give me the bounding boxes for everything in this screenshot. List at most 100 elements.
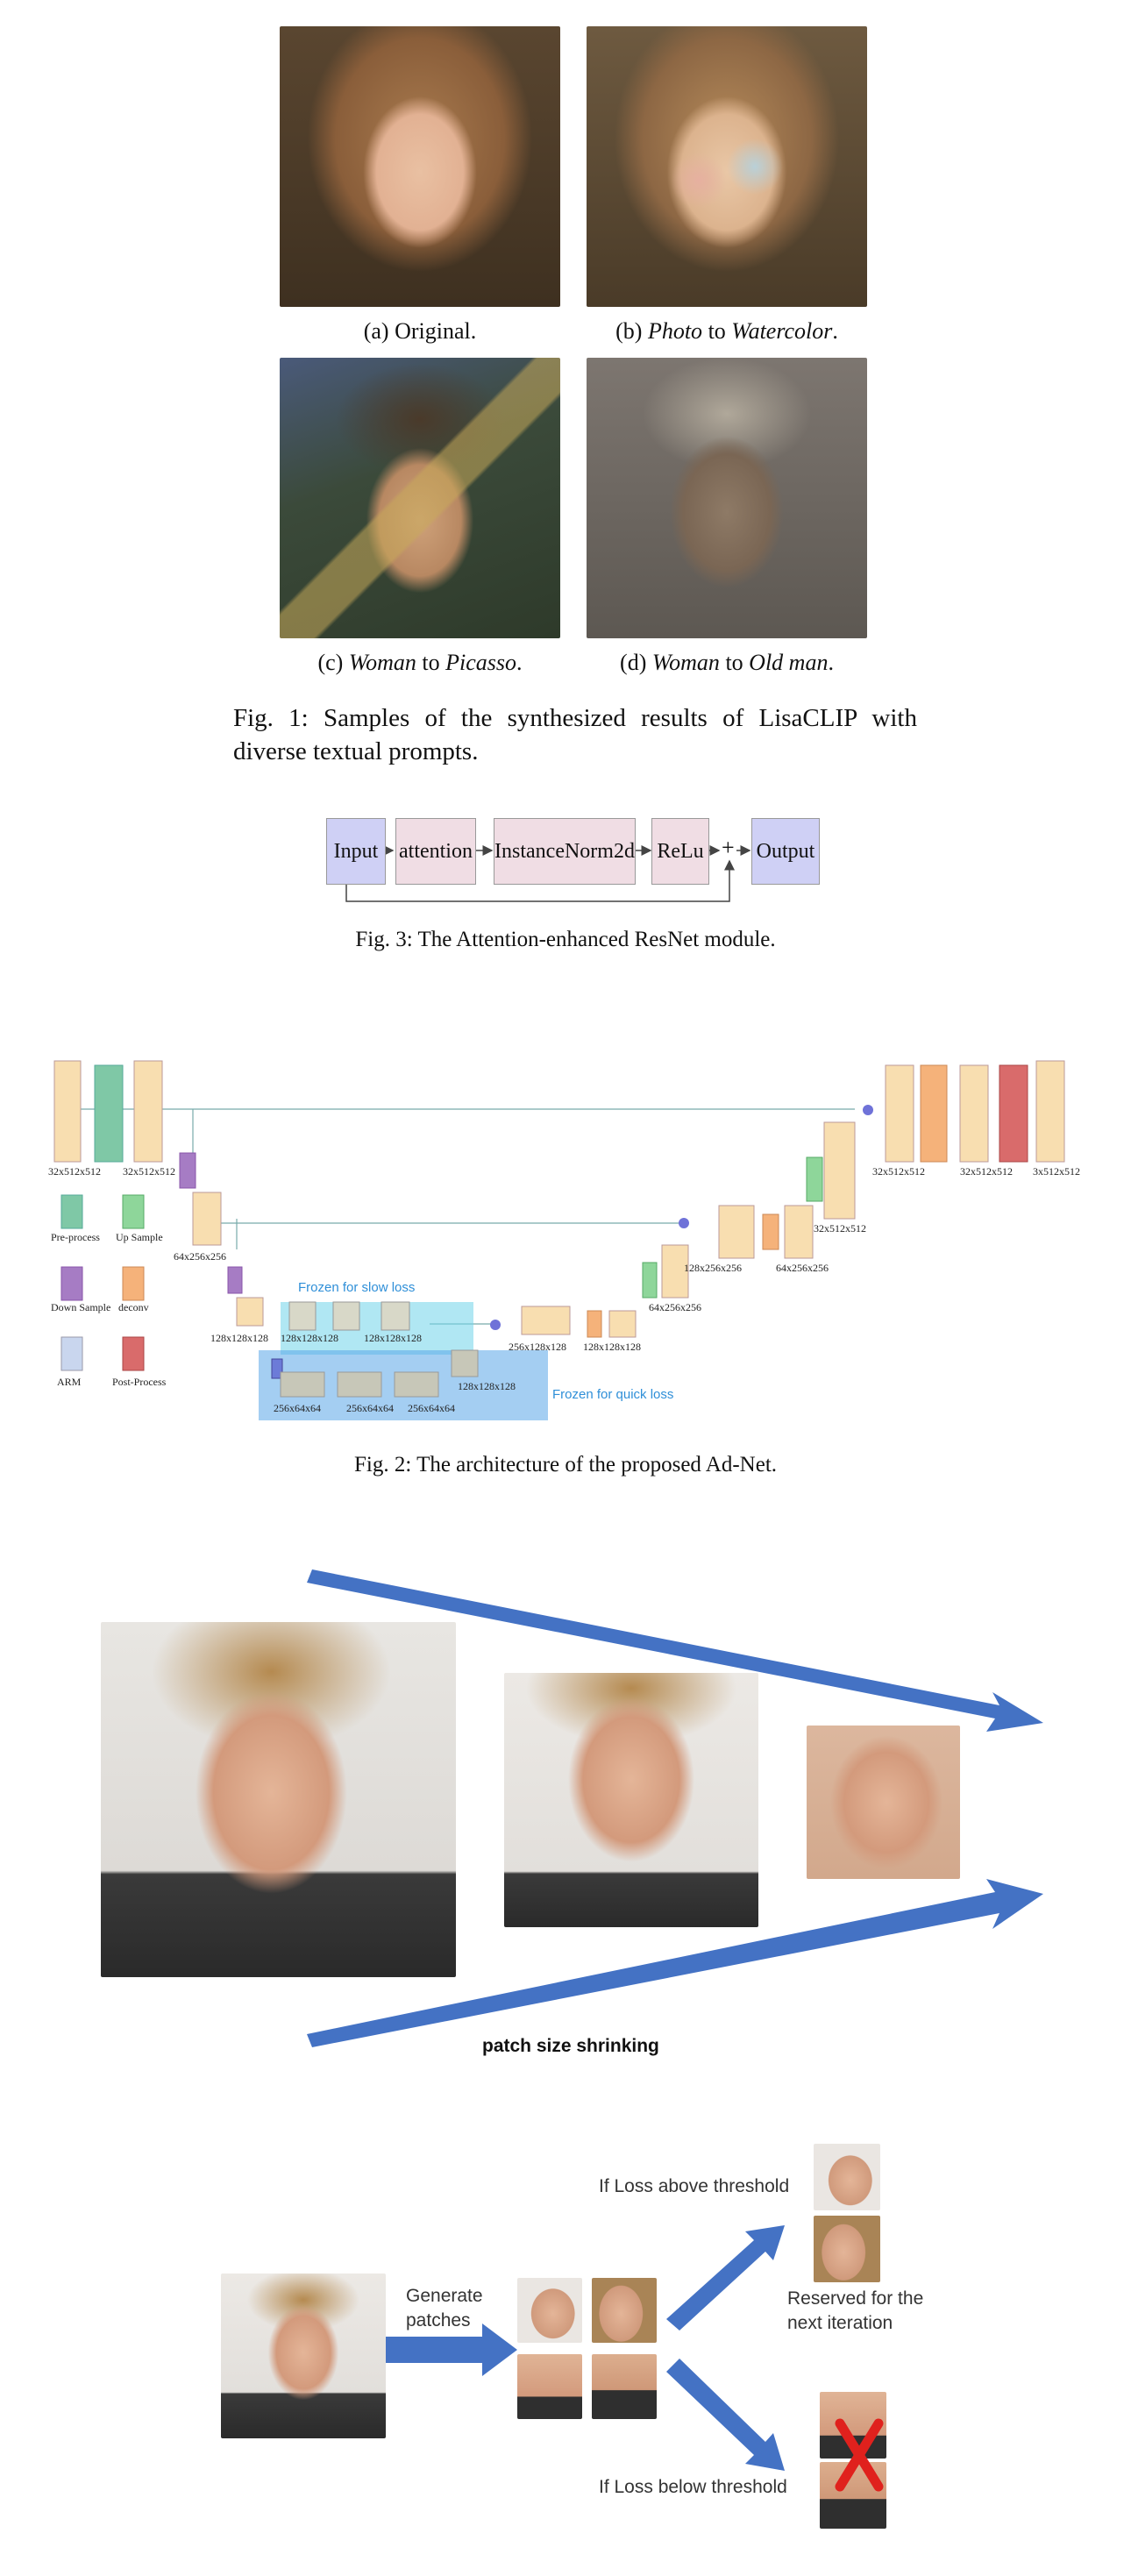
svg-text:Pre-process: Pre-process [51,1231,100,1243]
block-enc-3 [236,1297,264,1327]
arrow-bottom [307,1879,1043,2047]
block-pre-2 [94,1064,124,1163]
svg-text:128x256x256: 128x256x256 [684,1262,742,1274]
legend-pre-swatch [60,1194,83,1229]
patch-3 [517,2354,582,2419]
legend-down-swatch [60,1266,83,1301]
sum-node-1 [490,1320,501,1330]
adnet-architecture-diagram: Frozen for slow loss Frozen for quick lo… [48,1060,1080,1420]
frozen-slow-label: Frozen for slow loss [298,1280,415,1295]
svg-text:3x512x512: 3x512x512 [1033,1165,1080,1178]
resnet-relu-block: ReLu [651,818,709,885]
resnet-attention-block: attention [395,818,476,885]
legend-deconv-swatch [122,1266,145,1301]
block-post-2 [920,1064,948,1163]
loss-above-label: If Loss above threshold [599,2176,790,2196]
photo-large-face [101,1622,456,1977]
svg-text:128x128x128: 128x128x128 [210,1332,268,1344]
legend-post-swatch [122,1336,145,1371]
block-arm-4 [280,1371,325,1398]
sum-node-2 [679,1218,689,1228]
resnet-diagram-connectors [345,845,751,902]
arrow-above [666,2225,785,2330]
patch-shrinking-label: patch size shrinking [482,2036,659,2056]
svg-text:ARM: ARM [57,1376,82,1388]
svg-text:Down Sample: Down Sample [51,1301,110,1313]
block-down-2 [227,1266,243,1294]
block-arm-2 [332,1301,360,1331]
block-arm-1 [288,1301,317,1331]
block-down-3 [271,1358,283,1379]
svg-text:32x512x512: 32x512x512 [48,1165,101,1178]
figure-2-caption: Fig. 2: The architecture of the proposed… [353,1453,778,1477]
svg-text:64x256x256: 64x256x256 [776,1262,829,1274]
block-arm-5 [337,1371,382,1398]
figure-3-caption: Fig. 3: The Attention-enhanced ResNet mo… [355,928,776,951]
caption-d: (d) Woman to Old man. [620,650,834,675]
svg-text:32x512x512: 32x512x512 [123,1165,175,1178]
patch-flow-arrows [386,2225,785,2471]
block-post-3 [959,1064,989,1163]
svg-text:deconv: deconv [118,1301,149,1313]
svg-text:128x128x128: 128x128x128 [281,1332,338,1344]
resnet-input-block: Input [326,818,386,885]
block-down-1 [179,1152,196,1189]
photo-watercolor-face [587,26,867,307]
sum-node-3 [863,1105,873,1115]
figure-1-caption: Fig. 1: Samples of the synthesized resul… [233,704,917,765]
svg-text:128x128x128: 128x128x128 [364,1332,422,1344]
svg-text:128x128x128: 128x128x128 [583,1341,641,1353]
discard-x-icon [835,2418,884,2492]
svg-text:64x256x256: 64x256x256 [174,1250,226,1263]
block-pre-1 [53,1060,82,1163]
photo-old-man-face [587,358,867,638]
block-dec-6 [823,1121,856,1220]
block-enc-1 [133,1060,163,1163]
block-output [1035,1060,1065,1163]
photo-original-face [280,26,560,307]
block-enc-2 [192,1192,222,1246]
block-post-1 [885,1064,914,1163]
svg-text:Up Sample: Up Sample [116,1231,163,1243]
svg-text:128x128x128: 128x128x128 [458,1380,516,1392]
shrinking-arrows [307,1569,1043,2047]
arrow-generate [386,2323,517,2376]
photo-medium-face [504,1673,758,1927]
arrow-top [307,1569,1043,1732]
arrow-below [666,2359,785,2471]
block-deconv-2 [762,1213,779,1250]
block-dec-4 [718,1205,755,1259]
block-dec-5 [784,1205,814,1259]
patch-1 [517,2278,582,2343]
block-up-1 [642,1262,658,1299]
block-dec-2 [608,1310,637,1338]
generate-patches-label: Generate patches [406,2286,483,2330]
block-arm-3 [381,1301,410,1331]
patch-2 [592,2278,657,2343]
block-arm-7 [451,1349,479,1377]
block-post-4 [999,1064,1028,1163]
svg-text:256x64x64: 256x64x64 [346,1402,394,1414]
svg-text:Post-Process: Post-Process [112,1376,167,1388]
resnet-output-block: Output [751,818,820,885]
patch-4 [592,2354,657,2419]
svg-text:32x512x512: 32x512x512 [960,1165,1013,1178]
photo-small-face [807,1726,960,1879]
legend-arm-swatch [60,1336,83,1371]
block-dec-1 [521,1306,571,1335]
resnet-instancenorm-block: InstanceNorm2d [494,818,636,885]
svg-text:32x512x512: 32x512x512 [814,1222,866,1235]
block-up-2 [806,1156,823,1202]
svg-text:256x64x64: 256x64x64 [408,1402,455,1414]
resnet-plus-sign: + [722,835,735,860]
reserved-label: Reserved for the next iteration [787,2288,924,2333]
svg-text:256x128x128: 256x128x128 [509,1341,566,1353]
svg-text:64x256x256: 64x256x256 [649,1301,701,1313]
reserved-patch-1 [814,2144,880,2210]
block-deconv-1 [587,1310,602,1338]
caption-b: (b) Photo to Watercolor. [615,318,838,344]
legend-up-swatch [122,1194,145,1229]
loss-below-label: If Loss below threshold [599,2477,787,2497]
block-dec-3 [661,1244,689,1299]
svg-text:256x64x64: 256x64x64 [274,1402,321,1414]
